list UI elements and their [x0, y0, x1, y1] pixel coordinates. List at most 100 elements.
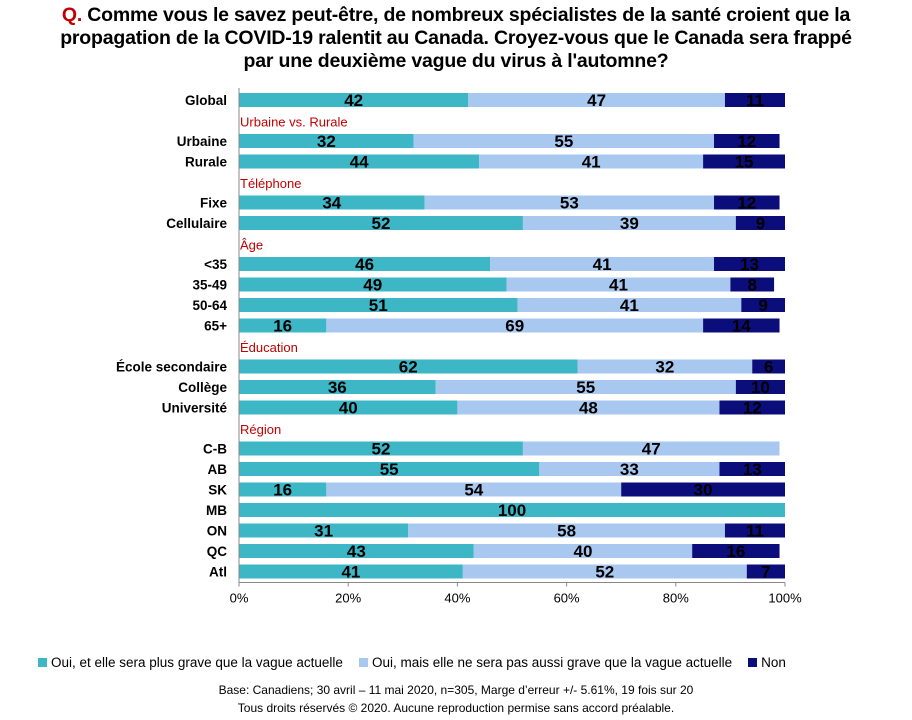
data-label: 44	[350, 153, 369, 172]
group-label: Région	[240, 422, 281, 437]
data-label: 49	[363, 276, 382, 295]
data-label: 47	[587, 91, 606, 110]
data-label: 52	[595, 563, 614, 582]
group-label: Téléphone	[240, 176, 301, 191]
data-label: 52	[371, 214, 390, 233]
data-label: 41	[341, 563, 360, 582]
x-tick-label: 100%	[768, 591, 802, 606]
data-label: 14	[732, 317, 751, 336]
bar-segment	[239, 380, 436, 394]
category-label: C-B	[203, 442, 227, 457]
legend-item-series-3: Non	[748, 655, 786, 670]
data-label: 16	[273, 317, 292, 336]
data-label: 46	[355, 255, 374, 274]
data-label: 62	[399, 358, 418, 377]
category-label: Rurale	[185, 155, 228, 170]
data-label: 16	[273, 481, 292, 500]
legend-swatch-series-3	[748, 658, 758, 667]
group-label: Éducation	[240, 340, 298, 355]
data-label: 13	[740, 255, 759, 274]
data-label: 41	[620, 296, 639, 315]
data-label: 11	[746, 91, 764, 110]
bar-segment	[490, 257, 715, 271]
bar-segment	[239, 195, 425, 210]
bar-segment	[692, 544, 780, 558]
data-label: 42	[344, 91, 363, 110]
bar-segment	[621, 482, 785, 497]
data-label: 53	[560, 194, 579, 213]
category-label: MB	[206, 503, 227, 518]
data-label: 10	[751, 378, 770, 397]
bar-segment	[724, 523, 785, 538]
bar-segment	[326, 318, 704, 333]
bar-segment	[714, 257, 785, 271]
category-label: École secondaire	[116, 360, 228, 375]
bar-segment	[577, 359, 753, 374]
category-label: Urbaine	[177, 134, 228, 149]
bar-segment	[741, 298, 785, 312]
bar-segment	[746, 564, 785, 579]
data-label: 47	[642, 440, 661, 459]
bar-segment	[239, 462, 540, 476]
category-label: <35	[204, 257, 227, 272]
bar-segment	[239, 482, 327, 497]
data-label: 16	[726, 542, 745, 561]
data-label: 41	[609, 276, 628, 295]
category-label: Fixe	[200, 196, 228, 211]
bar-segment	[239, 400, 458, 415]
bar-segment	[326, 482, 622, 497]
title-line-2: propagation de la COVID-19 ralentit au C…	[60, 27, 852, 49]
bar-segment	[719, 400, 785, 415]
bar-segment	[703, 318, 780, 333]
x-tick-label: 60%	[554, 591, 580, 606]
data-label: 36	[328, 378, 347, 397]
bar-segment	[239, 523, 409, 538]
data-label: 13	[743, 460, 762, 479]
question-prefix: Q.	[61, 4, 83, 26]
bar-segment	[506, 277, 731, 292]
data-label: 41	[593, 255, 612, 274]
legend-label-series-3: Non	[761, 655, 786, 670]
bar-segment	[730, 277, 775, 292]
bar-segment	[522, 441, 780, 456]
data-label: 51	[369, 296, 388, 315]
data-label: 100	[498, 501, 526, 520]
bar-segment	[239, 93, 469, 107]
bar-segment	[239, 318, 327, 333]
legend: Oui, et elle sera plus grave que la vagu…	[38, 655, 802, 670]
data-label: 12	[737, 194, 756, 213]
category-label: 35-49	[192, 278, 227, 293]
category-label: ON	[207, 524, 227, 539]
category-label: AB	[208, 462, 228, 477]
bar-segment	[239, 134, 414, 148]
group-label: Urbaine vs. Rurale	[240, 115, 348, 130]
data-label: 9	[758, 296, 767, 315]
bar-segment	[719, 462, 785, 476]
bar-segment	[462, 564, 747, 579]
legend-item-series-2: Oui, mais elle ne sera pas aussi grave q…	[358, 655, 732, 670]
data-label: 55	[380, 460, 399, 479]
legend-swatch-series-2	[358, 658, 368, 667]
data-label: 30	[694, 481, 713, 500]
data-label: 40	[574, 542, 593, 561]
category-label: 65+	[204, 319, 227, 334]
stacked-bar-chart: Global 42 47 11 Urbaine vs. Rurale Urbaine 32 5…	[116, 88, 802, 606]
bar-segment	[408, 523, 725, 538]
category-label: Université	[162, 401, 228, 416]
data-label: 55	[554, 132, 573, 151]
bar-segment	[435, 380, 736, 394]
category-label: QC	[207, 544, 228, 559]
bar-segment	[239, 257, 491, 271]
bar-segment	[239, 298, 518, 312]
data-label: 32	[317, 132, 336, 151]
data-label: 69	[505, 317, 524, 336]
data-label: 34	[322, 194, 341, 213]
category-label: Collège	[178, 380, 227, 395]
data-label: 33	[620, 460, 639, 479]
bar-segment	[735, 380, 785, 394]
x-tick-label: 40%	[444, 591, 470, 606]
bar-segment	[473, 544, 693, 558]
category-label: Global	[185, 93, 227, 108]
bar-segment	[714, 195, 780, 210]
bar-segment	[413, 134, 715, 148]
